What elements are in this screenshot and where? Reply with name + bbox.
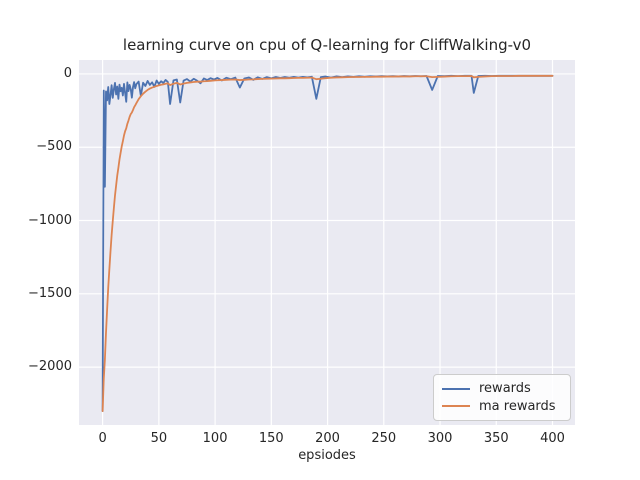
legend-entry-ma-rewards: ma rewards xyxy=(442,398,562,416)
x-tick-label: 50 xyxy=(150,431,168,446)
legend: rewards ma rewards xyxy=(433,374,571,421)
legend-label-rewards: rewards xyxy=(479,381,531,397)
x-tick-label: 150 xyxy=(258,431,284,446)
x-tick-label: 350 xyxy=(483,431,509,446)
series-line-ma-rewards xyxy=(101,74,554,412)
y-tick-label: 0 xyxy=(63,65,72,81)
chart-title: learning curve on cpu of Q-learning for … xyxy=(122,36,532,54)
x-tick-label: 100 xyxy=(202,431,228,446)
y-tick-label: −500 xyxy=(36,139,72,155)
legend-entry-rewards: rewards xyxy=(442,380,562,398)
x-tick-label: 200 xyxy=(315,431,340,446)
x-tick-label: 250 xyxy=(371,431,397,446)
y-tick-label: −2000 xyxy=(28,359,72,375)
x-tick-label: 400 xyxy=(540,431,565,446)
y-tick-label: −1000 xyxy=(28,212,72,228)
x-tick-label: 0 xyxy=(98,431,107,446)
legend-label-ma-rewards: ma rewards xyxy=(479,398,556,414)
x-axis-label: epsiodes xyxy=(298,448,356,463)
y-tick-label: −1500 xyxy=(28,285,72,301)
x-tick-label: 300 xyxy=(427,431,453,446)
ma-rewards-line-swatch xyxy=(442,405,470,408)
rewards-line-swatch xyxy=(442,387,470,390)
